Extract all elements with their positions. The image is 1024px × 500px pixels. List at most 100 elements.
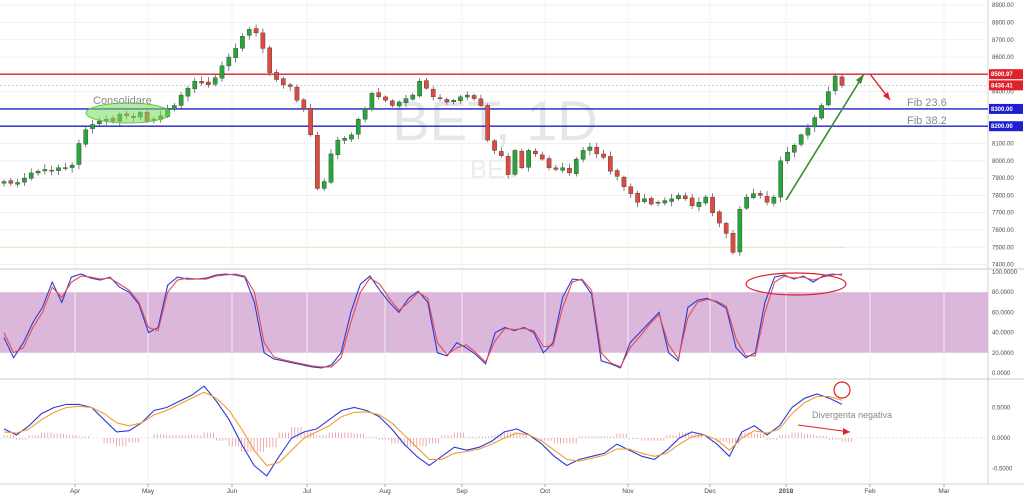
candle-body[interactable] bbox=[206, 81, 211, 85]
candle-body[interactable] bbox=[56, 167, 61, 171]
candle-body[interactable] bbox=[369, 93, 375, 110]
candle-body[interactable] bbox=[90, 124, 95, 129]
candle-body[interactable] bbox=[267, 47, 273, 73]
candle-body[interactable] bbox=[22, 177, 27, 183]
candle-body[interactable] bbox=[69, 164, 75, 168]
candle-body[interactable] bbox=[76, 143, 82, 165]
candle-body[interactable] bbox=[321, 181, 327, 189]
candle-body[interactable] bbox=[546, 158, 552, 168]
candle-body[interactable] bbox=[424, 80, 429, 89]
candle-body[interactable] bbox=[594, 147, 600, 155]
candle-body[interactable] bbox=[178, 94, 184, 106]
candle-body[interactable] bbox=[676, 195, 681, 200]
candle-body[interactable] bbox=[751, 193, 756, 198]
candle-body[interactable] bbox=[390, 100, 395, 106]
candle-body[interactable] bbox=[839, 76, 845, 86]
candle-body[interactable] bbox=[8, 180, 14, 184]
candle-body[interactable] bbox=[362, 108, 368, 120]
candle-body[interactable] bbox=[648, 198, 654, 205]
candle-body[interactable] bbox=[403, 98, 409, 103]
candle-body[interactable] bbox=[696, 202, 702, 207]
candle-body[interactable] bbox=[628, 186, 634, 194]
candle-body[interactable] bbox=[778, 160, 783, 198]
candle-body[interactable] bbox=[355, 119, 361, 135]
candle-body[interactable] bbox=[492, 140, 497, 151]
candle-body[interactable] bbox=[315, 135, 320, 189]
candle-body[interactable] bbox=[737, 209, 743, 253]
candle-body[interactable] bbox=[499, 151, 504, 156]
candle-body[interactable] bbox=[669, 198, 674, 202]
candle-body[interactable] bbox=[744, 196, 749, 209]
osc-series-line[interactable] bbox=[3, 273, 843, 368]
candle-body[interactable] bbox=[444, 99, 450, 103]
candle-body[interactable] bbox=[812, 117, 818, 128]
candle-body[interactable] bbox=[49, 169, 55, 172]
candle-body[interactable] bbox=[335, 139, 341, 155]
candle-body[interactable] bbox=[798, 134, 804, 145]
candle-body[interactable] bbox=[832, 75, 838, 91]
candle-body[interactable] bbox=[785, 151, 790, 162]
candle-body[interactable] bbox=[642, 198, 647, 202]
candle-body[interactable] bbox=[505, 156, 511, 175]
candle-body[interactable] bbox=[458, 96, 463, 102]
candle-body[interactable] bbox=[730, 233, 736, 253]
price-pane[interactable]: 8900.008800.008700.008600.008500.008400.… bbox=[0, 0, 1023, 269]
candle-body[interactable] bbox=[417, 81, 422, 97]
candle-body[interactable] bbox=[35, 170, 41, 174]
candle-body[interactable] bbox=[567, 167, 572, 174]
candle-body[interactable] bbox=[281, 78, 286, 85]
candle-body[interactable] bbox=[260, 32, 266, 49]
candle-body[interactable] bbox=[172, 105, 177, 110]
candle-body[interactable] bbox=[655, 202, 661, 204]
candle-body[interactable] bbox=[819, 105, 824, 119]
candle-body[interactable] bbox=[614, 170, 620, 177]
candle-body[interactable] bbox=[826, 91, 831, 106]
candle-body[interactable] bbox=[771, 196, 777, 204]
candle-body[interactable] bbox=[97, 120, 102, 125]
candle-body[interactable] bbox=[219, 65, 225, 79]
candle-body[interactable] bbox=[63, 167, 68, 169]
candle-body[interactable] bbox=[383, 96, 388, 101]
candle-body[interactable] bbox=[253, 28, 259, 34]
candle-body[interactable] bbox=[437, 97, 443, 99]
candle-body[interactable] bbox=[226, 56, 232, 67]
macd-series-line[interactable] bbox=[3, 391, 843, 467]
candle-body[interactable] bbox=[28, 172, 34, 179]
candle-body[interactable] bbox=[15, 182, 20, 185]
candle-body[interactable] bbox=[430, 88, 436, 98]
candle-body[interactable] bbox=[587, 146, 593, 151]
candle-body[interactable] bbox=[560, 167, 565, 171]
candle-body[interactable] bbox=[376, 92, 382, 98]
candle-body[interactable] bbox=[512, 150, 518, 175]
candle-body[interactable] bbox=[703, 196, 709, 204]
candle-body[interactable] bbox=[396, 101, 402, 107]
candle-body[interactable] bbox=[287, 84, 293, 87]
candle-body[interactable] bbox=[573, 158, 579, 174]
candle-body[interactable] bbox=[83, 129, 89, 145]
candle-body[interactable] bbox=[717, 211, 722, 224]
candle-body[interactable] bbox=[464, 94, 470, 98]
candle-body[interactable] bbox=[757, 193, 763, 196]
divergence-arrow[interactable] bbox=[797, 424, 851, 433]
candle-body[interactable] bbox=[689, 197, 695, 206]
candle-body[interactable] bbox=[764, 196, 770, 203]
candle-body[interactable] bbox=[349, 134, 354, 140]
candle-body[interactable] bbox=[601, 153, 606, 158]
candle-body[interactable] bbox=[519, 150, 525, 168]
candle-body[interactable] bbox=[580, 150, 586, 160]
candle-body[interactable] bbox=[410, 94, 416, 100]
candle-body[interactable] bbox=[342, 138, 347, 141]
oscillator-pane[interactable]: 100.0000 80.0000 60.0000 40.0000 20.0000 0.00… bbox=[0, 270, 1018, 378]
candle-body[interactable] bbox=[710, 196, 715, 213]
candle-body[interactable] bbox=[608, 156, 613, 172]
candle-body[interactable] bbox=[662, 200, 668, 204]
candle-body[interactable] bbox=[539, 154, 545, 160]
candle-body[interactable] bbox=[451, 100, 456, 103]
candle-body[interactable] bbox=[240, 36, 245, 49]
osc-series-line[interactable] bbox=[3, 273, 843, 369]
candle-body[interactable] bbox=[199, 81, 204, 84]
candle-body[interactable] bbox=[533, 150, 538, 155]
candle-body[interactable] bbox=[328, 153, 334, 183]
candle-body[interactable] bbox=[192, 81, 198, 90]
